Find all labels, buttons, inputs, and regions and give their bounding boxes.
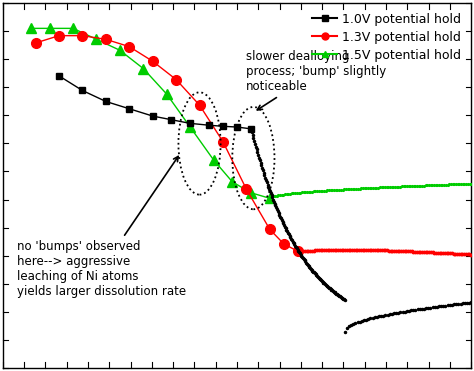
- Legend: 1.0V potential hold, 1.3V potential hold, 1.5V potential hold: 1.0V potential hold, 1.3V potential hold…: [309, 9, 465, 66]
- Text: no 'bumps' observed
here--> aggressive
leaching of Ni atoms
yields larger dissol: no 'bumps' observed here--> aggressive l…: [17, 157, 186, 298]
- Text: slower dealloying
process; 'bump' slightly
noticeable: slower dealloying process; 'bump' slight…: [246, 50, 387, 110]
